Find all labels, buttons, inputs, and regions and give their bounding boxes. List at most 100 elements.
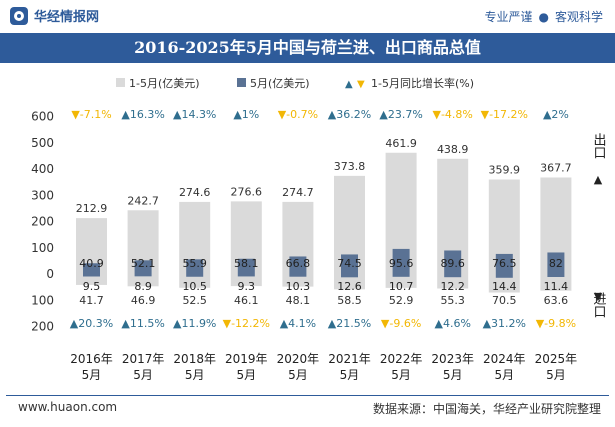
import-growth-label: ▼-9.8% (536, 317, 576, 330)
import-total-label: 63.6 (544, 294, 569, 307)
legend-label-cumulative: 1-5月(亿美元) (129, 77, 200, 90)
export-total-label: 367.7 (540, 161, 572, 174)
export-growth-label: ▲36.2% (328, 108, 371, 121)
import-month-label: 9.5 (83, 280, 101, 293)
export-growth-label: ▼-4.8% (433, 108, 473, 121)
slogan-text-2: 客观科学 (554, 10, 603, 24)
slogan-text-1: 专业严谨 (484, 10, 533, 24)
import-month-label: 14.4 (492, 280, 517, 293)
legend-swatch-cumulative (116, 78, 125, 87)
export-month-bar (341, 254, 358, 274)
import-month-label: 10.3 (286, 280, 311, 293)
import-month-bar (83, 274, 100, 277)
import-total-bar (282, 274, 314, 287)
y-tick-label-4: 200 (31, 215, 54, 229)
footer-divider (6, 395, 609, 396)
import-growth-label: ▲11.5% (121, 317, 164, 330)
export-total-label: 461.9 (385, 137, 417, 150)
import-month-label: 10.5 (182, 280, 207, 293)
export-month-label: 95.6 (389, 257, 414, 270)
export-total-label: 274.7 (282, 186, 314, 199)
export-month-bar (392, 248, 410, 274)
import-total-label: 46.9 (131, 294, 156, 307)
import-month-bar (237, 274, 255, 277)
x-category-label-year: 2021年 (328, 352, 371, 366)
import-growth-label: ▲11.9% (173, 317, 216, 330)
import-month-bar (495, 274, 513, 278)
x-category-label-month: 5月 (391, 368, 411, 382)
export-month-bar (134, 260, 152, 274)
legend-swatch-monthly (237, 78, 246, 87)
footer-source: 数据来源：中国海关，华经产业研究院整理 (372, 402, 601, 416)
import-growth-label: ▲20.3% (70, 317, 113, 330)
export-growth-label: ▼-0.7% (278, 108, 318, 121)
import-total-label: 58.5 (337, 294, 362, 307)
x-category-label-year: 2024年 (483, 352, 526, 366)
x-category-label-month: 5月 (443, 368, 463, 382)
export-growth-label: ▼-17.2% (481, 108, 528, 121)
export-growth-label: ▼-7.1% (71, 108, 111, 121)
export-month-label: 66.8 (286, 257, 311, 270)
legend-up-icon: ▲ (345, 79, 353, 90)
import-month-bar (289, 274, 307, 277)
import-total-label: 46.1 (234, 294, 259, 307)
export-month-label: 58.1 (234, 257, 259, 270)
x-category-label-month: 5月 (340, 368, 360, 382)
export-total-label: 212.9 (76, 202, 108, 215)
import-growth-label: ▼-9.6% (381, 317, 421, 330)
x-category-label-year: 2017年 (122, 352, 165, 366)
x-category-label-month: 5月 (185, 368, 205, 382)
legend-label-growth: 1-5月同比增长率(%) (371, 76, 474, 90)
x-category-label-year: 2022年 (380, 352, 423, 366)
x-category-label-year: 2018年 (173, 352, 216, 366)
import-total-label: 52.9 (389, 294, 414, 307)
footer-website[interactable]: www.huaon.com (18, 400, 118, 414)
export-month-label: 74.5 (337, 257, 362, 270)
import-growth-label: ▲4.6% (434, 317, 470, 330)
x-category-label-year: 2025年 (535, 352, 578, 366)
y-tick-label-0: 600 (31, 110, 54, 124)
title-bar: 2016-2025年5月中国与荷兰进、出口商品总值 (0, 33, 615, 63)
y-tick-label-5: 100 (31, 241, 54, 255)
export-month-bar (186, 259, 204, 274)
x-category-label-month: 5月 (288, 368, 308, 382)
legend-label-monthly: 5月(亿美元) (250, 77, 310, 90)
x-category-label-year: 2020年 (277, 352, 320, 366)
export-month-label: 55.9 (182, 257, 207, 270)
y-tick-label-6: 0 (46, 267, 54, 281)
export-month-bar (444, 250, 462, 274)
x-category-label-year: 2019年 (225, 352, 268, 366)
export-month-label: 76.5 (492, 257, 517, 270)
export-total-label: 373.8 (334, 160, 366, 173)
import-month-bar (186, 274, 204, 277)
slogan: 专业严谨 ● 客观科学 (484, 8, 603, 25)
export-total-label: 274.6 (179, 186, 211, 199)
import-total-bar (488, 274, 520, 293)
export-month-label: 89.6 (440, 257, 465, 270)
import-total-bar (437, 274, 469, 289)
import-month-bar (134, 274, 152, 277)
import-total-label: 70.5 (492, 294, 517, 307)
import-month-label: 9.3 (238, 280, 256, 293)
logo-icon (10, 6, 28, 25)
import-total-label: 55.3 (440, 294, 465, 307)
import-total-bar (385, 274, 417, 288)
import-total-bar (179, 274, 211, 288)
slogan-separator: ● (538, 10, 549, 24)
x-category-label-month: 5月 (236, 368, 256, 382)
import-month-bar (444, 274, 462, 278)
import-month-label: 10.7 (389, 280, 414, 293)
x-category-label-month: 5月 (494, 368, 514, 382)
export-month-label: 52.1 (131, 257, 156, 270)
export-total-label: 276.6 (231, 185, 263, 198)
x-category-label-year: 2016年 (70, 352, 113, 366)
export-total-label: 242.7 (127, 194, 159, 207)
export-month-bar (495, 253, 513, 274)
export-total-label: 359.9 (489, 164, 521, 177)
export-direction-icon: ▲ (594, 173, 603, 186)
brand[interactable]: 华经情报网 (10, 6, 99, 25)
x-category-label-year: 2023年 (431, 352, 474, 366)
y-tick-label-8: 200 (31, 320, 54, 334)
import-total-bar (540, 274, 572, 291)
export-month-bar (83, 263, 100, 274)
